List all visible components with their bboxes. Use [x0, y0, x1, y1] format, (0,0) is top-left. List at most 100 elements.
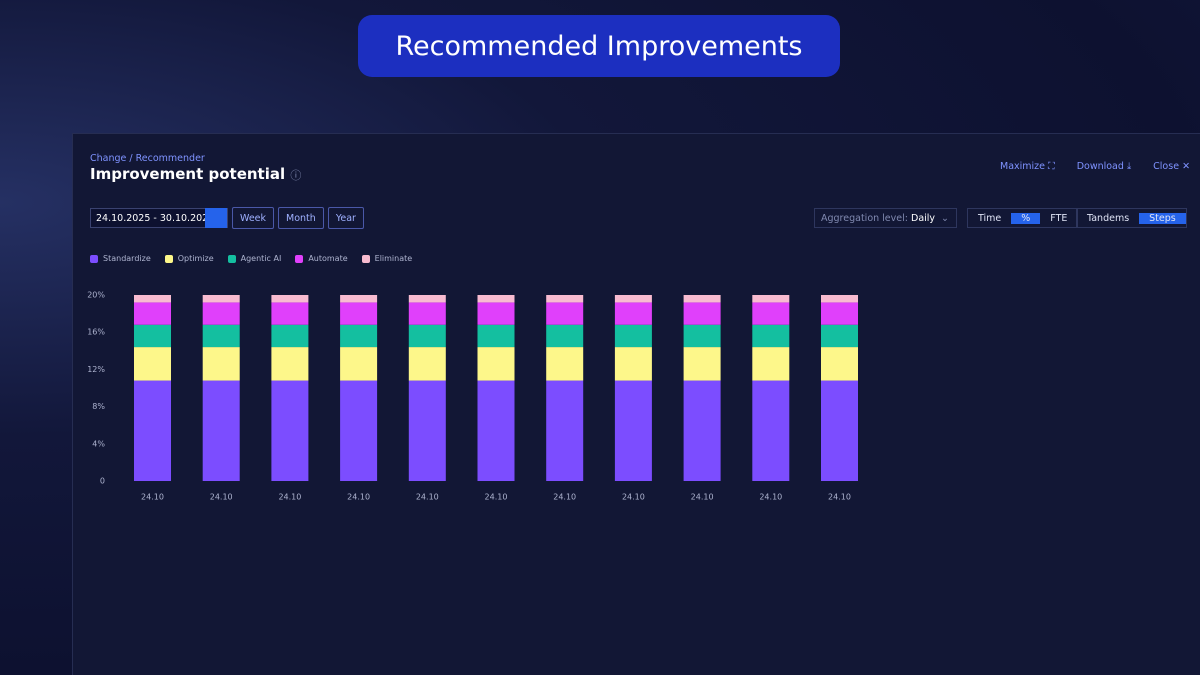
- bar-segment: [752, 324, 790, 348]
- unit-option[interactable]: FTE: [1050, 212, 1068, 224]
- x-tick-label: 24.10: [210, 493, 233, 502]
- banner: Recommended Improvements: [358, 15, 840, 77]
- y-tick-label: 20%: [87, 291, 105, 300]
- bar-segment: [408, 295, 446, 303]
- legend-item[interactable]: Standardize: [90, 254, 151, 263]
- calendar-button[interactable]: [205, 208, 227, 228]
- bar-segment: [134, 380, 171, 481]
- date-picker[interactable]: 24.10.2025 - 30.10.2025: [90, 208, 228, 228]
- bar-segment: [477, 380, 515, 481]
- bar-segment: [683, 380, 721, 481]
- bar-segment: [340, 295, 378, 303]
- bar-segment: [683, 295, 721, 303]
- maximize[interactable]: Maximize ⛶: [1000, 161, 1055, 172]
- x-tick-label: 24.10: [278, 493, 301, 502]
- legend-swatch: [164, 254, 173, 263]
- bar-segment: [408, 302, 446, 325]
- bar-segment: [546, 347, 584, 381]
- view-toggle: Tandems Steps: [1076, 208, 1187, 228]
- bar-segment: [134, 302, 171, 325]
- bar-segment: [271, 302, 309, 325]
- legend-swatch: [295, 254, 304, 263]
- bar-segment: [477, 302, 515, 325]
- x-tick-label: 24.10: [347, 493, 370, 502]
- legend-label: Automate: [308, 254, 348, 263]
- bar-segment: [477, 347, 515, 381]
- heading: Improvement potential ⓘ: [90, 165, 301, 183]
- actions: Maximize ⛶ Download ⤓ Close ✕: [1000, 161, 1190, 172]
- bar-segment: [614, 295, 652, 303]
- legend-item[interactable]: Automate: [295, 254, 348, 263]
- period-button[interactable]: Month: [278, 207, 324, 229]
- legend-item[interactable]: Agentic AI: [227, 254, 282, 263]
- legend-label: Agentic AI: [240, 254, 282, 263]
- chevron: ⌄: [941, 212, 949, 224]
- close[interactable]: Close ✕: [1153, 161, 1191, 172]
- unit-toggle: Time% FTE: [967, 208, 1079, 228]
- legend-swatch: [361, 254, 370, 263]
- bar-segment: [408, 347, 446, 381]
- period-buttons: Week Month Year: [232, 207, 364, 229]
- x-tick-label: 24.10: [759, 493, 782, 502]
- aggregation-value: Daily: [911, 212, 936, 224]
- bar-segment: [134, 324, 171, 348]
- bar-segment: [821, 324, 858, 348]
- x-tick-label: 24.10: [622, 493, 645, 502]
- info-icon[interactable]: ⓘ: [290, 169, 302, 182]
- bar-segment: [202, 380, 240, 481]
- unit-option[interactable]: %: [1011, 212, 1041, 224]
- bar-segment: [821, 347, 858, 381]
- x-tick-label: 24.10: [691, 493, 714, 502]
- period-button[interactable]: Week: [232, 207, 275, 229]
- bar-segment: [752, 302, 790, 325]
- bar-segment: [546, 380, 584, 481]
- heading-text: Improvement potential: [90, 165, 286, 183]
- bar-segment: [752, 380, 790, 481]
- y-tick-label: 0: [100, 477, 105, 486]
- bar-segment: [340, 324, 378, 348]
- maximize-label: Maximize: [1000, 161, 1046, 172]
- bar-segment: [408, 380, 446, 481]
- period-button[interactable]: Year: [327, 207, 364, 229]
- bar-segment: [202, 295, 240, 303]
- bar-segment: [546, 302, 584, 325]
- bar-segment: [821, 380, 858, 481]
- aggregation-select[interactable]: Aggregation level: Daily ⌄: [814, 208, 957, 228]
- bar-segment: [271, 324, 309, 348]
- download-label: Download: [1076, 161, 1124, 172]
- x-tick-label: 24.10: [416, 493, 439, 502]
- legend-item[interactable]: Optimize: [164, 254, 214, 263]
- y-tick-label: 12%: [87, 365, 105, 374]
- bar-segment: [821, 295, 858, 303]
- bar-segment: [477, 324, 515, 348]
- unit-option[interactable]: Time: [978, 212, 1002, 224]
- x-tick-label: 24.10: [828, 493, 851, 502]
- download[interactable]: Download ⤓: [1076, 161, 1132, 172]
- bar-segment: [614, 380, 652, 481]
- bar-segment: [683, 324, 721, 348]
- view-option[interactable]: Tandems: [1087, 212, 1130, 224]
- bar-segment: [752, 347, 790, 381]
- x-tick-label: 24.10: [553, 493, 576, 502]
- bar-segment: [271, 295, 309, 303]
- bar-segment: [134, 347, 171, 381]
- legend-swatch: [90, 254, 98, 263]
- bar-segment: [134, 295, 171, 303]
- y-tick-label: 16%: [87, 328, 105, 337]
- view-option[interactable]: Steps: [1139, 212, 1186, 224]
- bar-segment: [546, 324, 584, 348]
- bar-segment: [614, 324, 652, 348]
- legend-item[interactable]: Eliminate: [361, 254, 412, 263]
- breadcrumb[interactable]: Change / Recommender: [90, 153, 205, 164]
- bar-segment: [271, 380, 309, 481]
- bar-segment: [408, 324, 446, 348]
- date-range: 24.10.2025 - 30.10.2025: [96, 212, 215, 224]
- bar-segment: [202, 347, 240, 381]
- bar-segment: [340, 347, 378, 381]
- bar-segment: [683, 347, 721, 381]
- x-tick-label: 24.10: [141, 493, 164, 502]
- legend: Standardize Optimize Agentic AI Automate Eli…: [90, 254, 412, 263]
- legend-label: Standardize: [103, 254, 151, 263]
